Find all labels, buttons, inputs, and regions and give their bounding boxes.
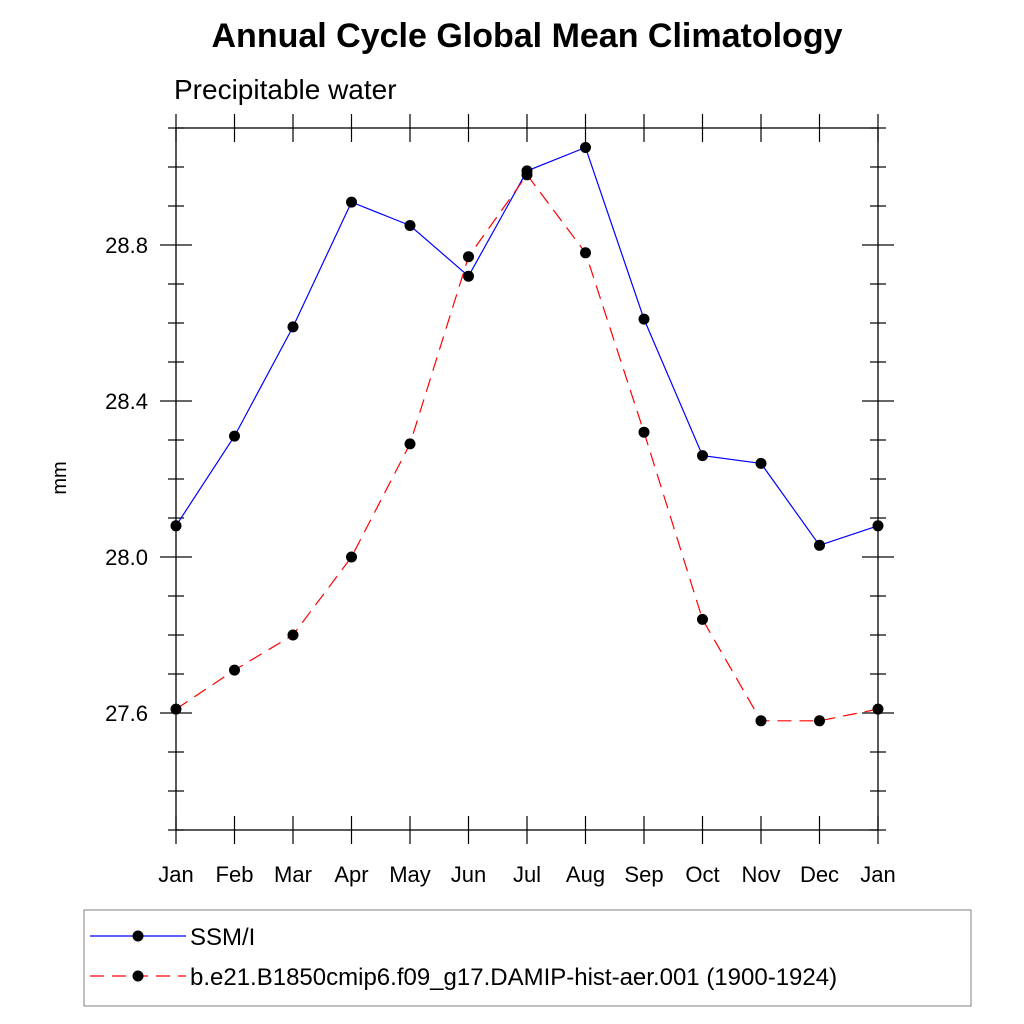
- x-tick-label: May: [389, 862, 431, 887]
- data-point: [638, 313, 650, 325]
- data-point: [346, 551, 357, 563]
- data-point: [872, 520, 884, 532]
- data-point: [170, 520, 182, 532]
- y-axis-ticks: 27.6 28.0 28.4 28.8: [105, 127, 894, 831]
- x-tick-label: Sep: [624, 862, 663, 887]
- series-layer: [170, 142, 884, 727]
- legend-swatch-marker: [132, 970, 144, 982]
- legend: SSM/I b.e21.B1850cmip6.f09_g17.DAMIP-hist…: [83, 909, 972, 1007]
- chart-title: Annual Cycle Global Mean Climatology: [212, 17, 843, 55]
- data-point: [872, 703, 884, 715]
- x-tick-label: Oct: [685, 862, 719, 887]
- series-line: [175, 146, 879, 547]
- data-point: [755, 715, 767, 727]
- y-tick-label: 28.0: [105, 545, 148, 570]
- x-tick-label: Apr: [334, 862, 368, 887]
- x-tick-label: Jan: [860, 862, 895, 887]
- x-axis-ticks: Jan Feb Mar Apr May Jun Jul Aug Sep Oct Nov Dec Jan: [158, 114, 896, 887]
- x-tick-label: Aug: [566, 862, 605, 887]
- series-line: [175, 173, 879, 722]
- legend-label: SSM/I: [190, 924, 255, 951]
- data-point: [580, 142, 591, 153]
- data-point: [346, 196, 357, 208]
- data-point: [287, 321, 299, 333]
- data-point: [755, 457, 767, 469]
- y-axis-label: mm: [49, 461, 71, 494]
- data-point: [287, 629, 299, 641]
- data-point: [404, 438, 416, 450]
- data-point: [404, 220, 416, 231]
- data-point: [521, 169, 533, 181]
- data-point: [697, 613, 708, 625]
- data-point: [814, 715, 825, 727]
- x-tick-label: Mar: [274, 862, 312, 887]
- legend-swatch-marker: [132, 930, 144, 942]
- x-tick-label: Jun: [451, 862, 486, 887]
- x-tick-label: Dec: [800, 862, 839, 887]
- data-point: [638, 426, 650, 438]
- data-point: [580, 247, 591, 259]
- legend-box: [83, 909, 972, 1007]
- x-tick-label: Feb: [216, 862, 254, 887]
- x-tick-label: Jul: [513, 862, 541, 887]
- y-tick-label: 28.8: [105, 233, 148, 258]
- chart-subtitle: Precipitable water: [174, 74, 397, 105]
- data-point: [463, 251, 474, 263]
- y-tick-label: 28.4: [105, 389, 148, 414]
- data-point: [463, 270, 474, 282]
- x-tick-label: Nov: [741, 862, 780, 887]
- data-point: [229, 430, 240, 442]
- data-point: [814, 539, 825, 551]
- x-tick-label: Jan: [158, 862, 193, 887]
- legend-label: b.e21.B1850cmip6.f09_g17.DAMIP-hist-aer.…: [190, 964, 837, 991]
- y-tick-label: 27.6: [105, 701, 148, 726]
- data-point: [170, 703, 182, 715]
- data-point: [229, 664, 240, 676]
- data-point: [697, 450, 708, 462]
